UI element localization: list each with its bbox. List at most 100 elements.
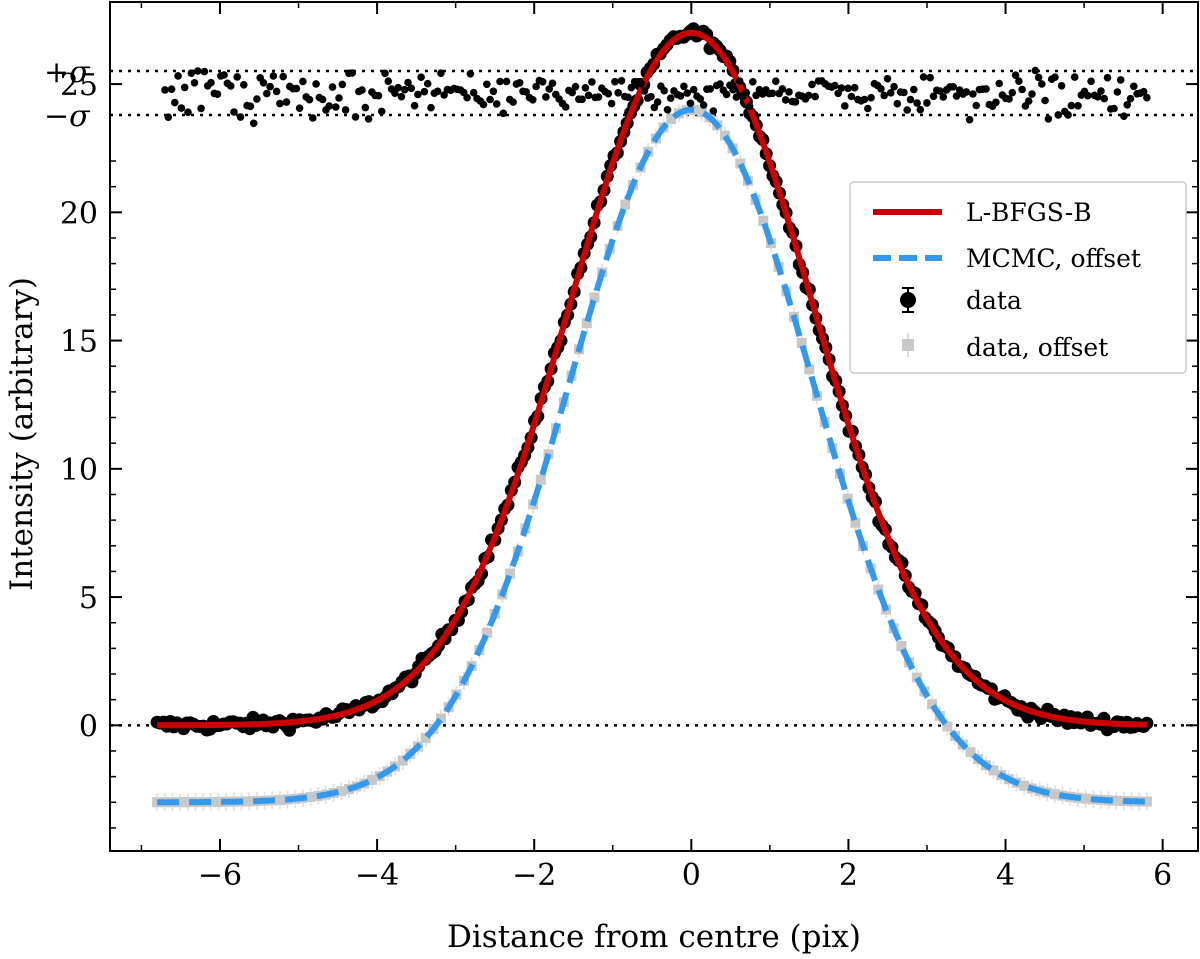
sigma-plus-label: +σ	[44, 55, 91, 90]
offset-data-point	[436, 713, 446, 724]
residual-point	[939, 93, 948, 101]
residual-point	[463, 93, 471, 102]
residual-point	[391, 89, 399, 97]
residual-point	[781, 96, 790, 104]
y-axis-label: Intensity (arbitrary)	[4, 277, 40, 591]
residual-point	[729, 85, 737, 94]
mcmc-fit-line	[157, 106, 1147, 806]
offset-data-point	[850, 517, 861, 528]
legend-marker-data	[900, 287, 916, 313]
residual-point	[548, 79, 557, 88]
offset-data-point	[758, 215, 769, 226]
x-tick-label: −2	[512, 858, 556, 893]
offset-data-point	[213, 796, 224, 807]
residual-point	[164, 113, 173, 121]
residual-point	[683, 89, 691, 97]
residual-point	[929, 92, 938, 101]
y-tick-label: 15	[60, 325, 98, 360]
legend-label-data-offset: data, offset	[966, 333, 1108, 362]
legend-label-data: data	[966, 286, 1022, 315]
residual-point	[374, 91, 383, 100]
residual-point	[1005, 95, 1013, 103]
residual-point	[282, 98, 291, 106]
residual-point	[716, 80, 724, 88]
offset-data-point	[942, 721, 953, 732]
residual-point	[900, 88, 908, 97]
offset-data-point	[965, 747, 976, 758]
residual-point	[653, 98, 662, 106]
residual-point	[1067, 101, 1076, 110]
residual-point	[676, 92, 685, 100]
residual-point	[276, 99, 284, 108]
residual-point	[893, 99, 902, 108]
residual-point	[1044, 115, 1053, 123]
residual-point	[1097, 87, 1105, 95]
residual-point	[1018, 85, 1026, 94]
residual-point	[890, 82, 898, 91]
residual-point	[407, 84, 416, 93]
offset-data-point	[842, 493, 853, 504]
ticks: −6 −4 −2 0 2 4 6 0 5 10 15 20 25	[60, 2, 1198, 893]
residual-point	[437, 69, 445, 77]
residual-point	[906, 95, 915, 104]
residual-point	[358, 86, 366, 94]
offset-data-point	[581, 318, 592, 329]
offset-data-point	[1019, 780, 1030, 791]
residual-point	[1051, 73, 1059, 81]
residual-point	[384, 77, 393, 85]
offset-data-point	[696, 107, 707, 118]
x-axis-label: Distance from centre (pix)	[447, 919, 861, 955]
residual-point	[253, 95, 261, 103]
residual-point	[230, 108, 238, 116]
residual-point	[982, 85, 990, 93]
offset-data-point	[367, 775, 377, 785]
residual-point	[361, 103, 370, 112]
residual-point	[299, 77, 307, 86]
residual-point	[607, 99, 616, 108]
offset-data-point	[244, 796, 255, 807]
offset-data-point	[589, 292, 600, 303]
residual-point	[538, 78, 547, 86]
x-tick-label: 2	[839, 858, 858, 893]
residual-point	[1070, 73, 1079, 81]
residual-point	[923, 99, 931, 107]
residual-point	[831, 81, 839, 90]
residual-point	[887, 89, 895, 97]
residual-point	[936, 87, 944, 95]
residual-point	[1057, 82, 1066, 90]
residual-point	[568, 88, 576, 97]
residual-point	[699, 101, 708, 109]
residual-point	[581, 84, 590, 92]
residual-point	[341, 106, 350, 114]
y-tick-label: 5	[79, 581, 98, 616]
residual-point	[266, 82, 274, 91]
residual-point	[864, 104, 872, 113]
residual-point	[226, 82, 235, 90]
residual-point	[627, 83, 636, 92]
residual-point	[995, 79, 1003, 88]
residual-point	[1084, 91, 1092, 100]
legend: L-BFGS-B MCMC, offset data data, offset	[849, 181, 1187, 374]
residual-point	[1126, 94, 1135, 103]
residual-point	[328, 83, 337, 91]
legend-frame	[849, 181, 1187, 374]
residual-point	[236, 113, 245, 121]
residual-point	[272, 87, 281, 96]
residual-point	[1064, 111, 1072, 119]
residual-point	[161, 86, 169, 94]
residual-point	[732, 93, 741, 101]
residual-point	[348, 69, 357, 77]
residual-point	[696, 95, 705, 103]
residual-point	[499, 109, 508, 118]
x-tick-label: 4	[996, 858, 1015, 893]
residual-point	[706, 85, 714, 93]
residual-point	[496, 77, 504, 86]
residual-point	[529, 96, 537, 104]
residual-point	[190, 79, 199, 87]
residual-point	[400, 85, 409, 94]
residual-point	[332, 103, 340, 111]
residual-point	[844, 84, 852, 93]
offset-data-point	[988, 765, 999, 776]
legend-marker-data-offset	[902, 333, 914, 357]
